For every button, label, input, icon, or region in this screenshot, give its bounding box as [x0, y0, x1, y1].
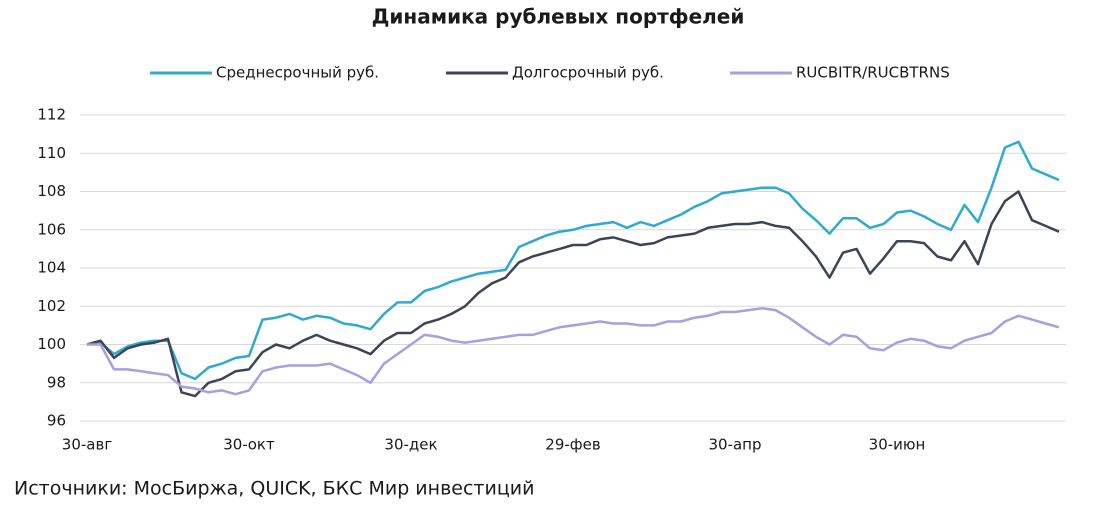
y-tick-label: 100 — [37, 335, 66, 353]
y-tick-label: 96 — [47, 412, 66, 430]
series-line — [86, 140, 1060, 381]
y-tick-label: 110 — [37, 144, 66, 162]
y-tick-label: 102 — [37, 297, 66, 315]
x-tick-label: 30-авг — [62, 436, 113, 454]
y-tick-label: 112 — [37, 106, 66, 124]
y-tick-label: 106 — [37, 220, 66, 238]
x-tick-label: 29-фев — [545, 436, 600, 454]
x-tick-label: 30-апр — [708, 436, 761, 454]
chart-title: Динамика рублевых портфелей — [372, 5, 745, 29]
x-tick-label: 30-окт — [223, 436, 275, 454]
y-tick-label: 104 — [37, 259, 66, 277]
y-tick-label: 98 — [47, 373, 66, 391]
legend-label: RUCBITR/RUCBTRNS — [796, 64, 950, 82]
legend-label: Долгосрочный руб. — [512, 64, 664, 82]
y-tick-label: 108 — [37, 182, 66, 200]
x-tick-label: 30-июн — [869, 436, 926, 454]
source-note: Источники: МосБиржа, QUICK, БКС Мир инве… — [14, 478, 534, 500]
series-line — [86, 190, 1060, 398]
legend: Среднесрочный руб. Долгосрочный руб. RUCBI… — [150, 64, 950, 82]
series-line — [87, 306, 1060, 396]
x-tick-label: 30-дек — [384, 436, 437, 454]
legend-label: Среднесрочный руб. — [216, 64, 379, 82]
